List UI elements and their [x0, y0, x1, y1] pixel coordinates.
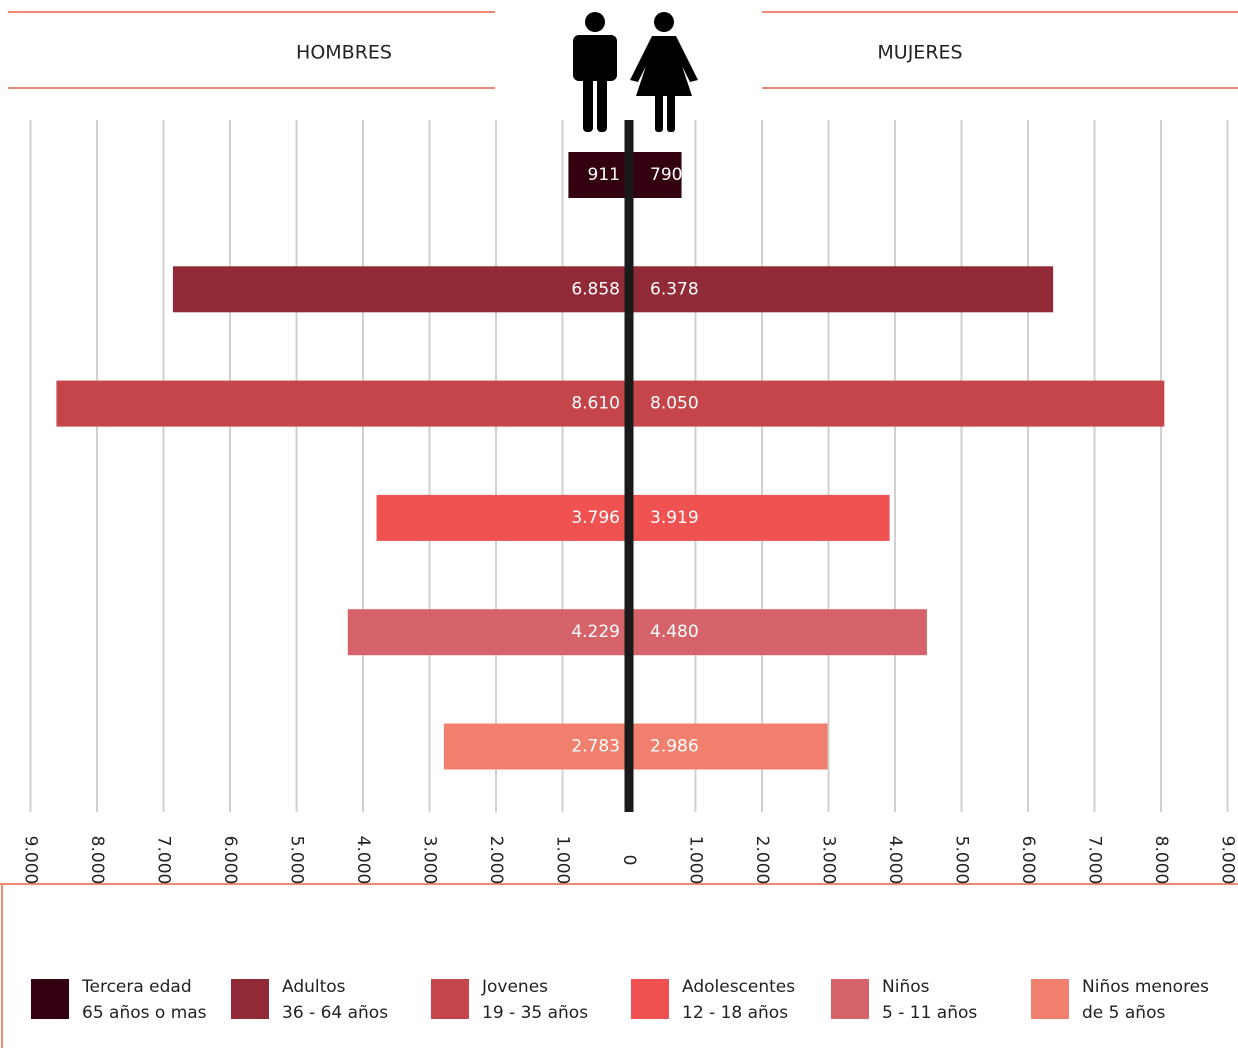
data-label: 6.858 [571, 279, 620, 299]
data-label: 8.050 [650, 394, 699, 414]
bar [629, 723, 828, 770]
bar [568, 152, 629, 198]
bar [629, 152, 682, 198]
bar [376, 494, 629, 541]
x-tick-label: 3.000 [819, 836, 839, 885]
data-label: 8.610 [571, 394, 620, 414]
legend-label: Niños menores [1082, 977, 1209, 997]
x-tick-label: 5.000 [952, 836, 972, 885]
x-tick-label: 5.000 [287, 836, 307, 885]
x-tick-label: 7.000 [154, 836, 174, 885]
data-label: 2.986 [650, 737, 699, 757]
legend-sublabel: 12 - 18 años [682, 1003, 788, 1023]
bar [56, 380, 630, 427]
legend-swatch [31, 979, 69, 1019]
man-icon [573, 12, 617, 132]
x-tick-label: 6.000 [1018, 836, 1038, 885]
x-tick-label: 2.000 [486, 836, 506, 885]
x-tick-label: 0 [619, 855, 639, 866]
legend-label: Adolescentes [682, 977, 795, 997]
legend-sublabel: de 5 años [1082, 1003, 1165, 1023]
woman-icon [630, 12, 698, 132]
x-tick-label: 2.000 [752, 836, 772, 885]
x-tick-label: 7.000 [1085, 836, 1105, 885]
bar [629, 380, 1165, 427]
x-tick-label: 9.000 [21, 836, 41, 885]
left-series-title: HOMBRES [296, 42, 392, 64]
bar [443, 723, 629, 770]
bar [347, 609, 629, 656]
x-tick-label: 3.000 [420, 836, 440, 885]
legend-sublabel: 65 años o mas [82, 1003, 207, 1023]
x-tick-label: 1.000 [686, 836, 706, 885]
legend-sublabel: 5 - 11 años [882, 1003, 977, 1023]
header [8, 11, 1238, 89]
bar [629, 266, 1054, 313]
legend-swatch [231, 979, 269, 1019]
data-label: 2.783 [571, 737, 620, 757]
data-label: 6.378 [650, 279, 699, 299]
legend-swatch [831, 979, 869, 1019]
x-tick-label: 4.000 [885, 836, 905, 885]
data-label: 911 [588, 165, 620, 185]
x-tick-label: 4.000 [353, 836, 373, 885]
legend-sublabel: 19 - 35 años [482, 1003, 588, 1023]
bar [629, 609, 927, 656]
legend-label: Tercera edad [81, 977, 192, 997]
x-tick-label: 8.000 [87, 836, 107, 885]
legend-swatch [1031, 979, 1069, 1019]
data-label: 3.919 [650, 508, 699, 528]
bar [172, 266, 629, 313]
right-series-title: MUJERES [877, 42, 962, 64]
data-label: 3.796 [571, 508, 620, 528]
legend-sublabel: 36 - 64 años [282, 1003, 388, 1023]
x-tick-label: 1.000 [553, 836, 573, 885]
x-tick-label: 8.000 [1151, 836, 1171, 885]
x-tick-label: 6.000 [220, 836, 240, 885]
data-label: 4.229 [571, 622, 620, 642]
legend-label: Jovenes [481, 977, 548, 997]
legend-swatch [631, 979, 669, 1019]
legend-swatch [431, 979, 469, 1019]
data-label: 790 [650, 165, 682, 185]
data-label: 4.480 [650, 622, 699, 642]
legend [0, 883, 1238, 1048]
legend-label: Adultos [282, 977, 346, 997]
x-tick-label: 9.000 [1218, 836, 1238, 885]
bar [629, 494, 890, 541]
legend-label: Niños [882, 977, 930, 997]
